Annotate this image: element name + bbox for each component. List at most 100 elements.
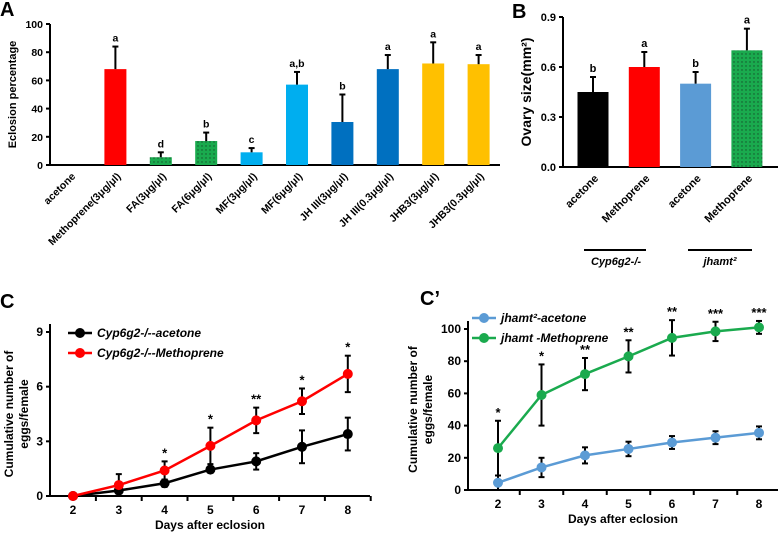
significance-letter: a,b — [289, 58, 304, 70]
data-point — [159, 478, 170, 489]
legend-label: Cyp6g2-/--acetone — [97, 326, 201, 340]
significance-stars: ** — [580, 342, 591, 357]
x-tick-label: 6 — [669, 497, 676, 511]
data-point — [159, 465, 170, 476]
significance-stars: ** — [667, 304, 678, 319]
significance-letter: b — [339, 81, 345, 93]
x-tick-label: acetone — [666, 173, 704, 211]
y-tick-label: 0.6 — [541, 62, 556, 74]
legend-marker — [75, 348, 85, 358]
legend-marker — [479, 313, 489, 323]
group-label-jhamt: jhamt² — [702, 256, 737, 268]
y-tick-label: 40 — [448, 419, 462, 433]
panel-label-b: B — [512, 1, 526, 23]
significance-letter: a — [385, 41, 391, 53]
bar-a — [240, 152, 263, 165]
y-tick-label: 0 — [454, 483, 461, 497]
data-point — [205, 464, 216, 475]
y-tick-label: 80 — [31, 47, 43, 59]
data-point — [623, 351, 634, 362]
y-tick-label: 0 — [36, 489, 43, 503]
x-tick-label: Methoprene — [702, 173, 755, 226]
data-point — [297, 441, 307, 452]
data-point — [754, 427, 764, 438]
x-tick-label: 4 — [582, 497, 589, 511]
y-tick-label: 100 — [441, 322, 461, 336]
data-point — [113, 480, 124, 491]
y-tick-label: 0.9 — [541, 12, 556, 24]
data-point — [342, 368, 353, 379]
significance-letter: c — [249, 134, 255, 146]
x-tick-label: acetone — [42, 171, 79, 208]
bar-a — [195, 141, 218, 165]
data-point — [297, 396, 307, 407]
y-axis-label: Cumulative number ofeggs/female — [2, 350, 31, 478]
x-tick-label: FA(6μg/μl) — [170, 171, 215, 216]
bar-a — [149, 157, 172, 165]
data-point — [536, 390, 547, 401]
data-point — [580, 450, 590, 461]
x-tick-label: 4 — [161, 503, 168, 517]
significance-letter: b — [692, 58, 699, 70]
data-point — [623, 443, 634, 454]
y-tick-label: 6 — [36, 380, 43, 394]
bar-b — [680, 83, 712, 167]
series-line — [497, 431, 760, 484]
x-tick-label: 7 — [299, 503, 306, 517]
significance-letter: a — [112, 33, 118, 45]
x-tick-label: acetone — [563, 173, 601, 211]
bar-a — [422, 63, 445, 166]
y-tick-label: 100 — [25, 19, 43, 31]
data-point — [710, 432, 721, 443]
legend-label: Cyp6g2-/--Methoprene — [97, 346, 224, 360]
bar-b — [731, 50, 763, 168]
x-tick-label: 7 — [712, 497, 719, 511]
significance-stars: ** — [623, 324, 634, 339]
bar-a — [286, 84, 308, 165]
data-point — [493, 443, 503, 454]
panel-label-c-prime: C’ — [420, 288, 440, 310]
data-point — [251, 456, 262, 467]
y-axis-label: Cumulative number ofeggs/female — [406, 345, 435, 473]
x-axis-label: Days after eclosion — [155, 518, 265, 532]
x-tick-label: 2 — [495, 497, 502, 511]
y-tick-label: 0.3 — [541, 112, 556, 124]
data-point — [754, 322, 764, 333]
x-tick-label: FA(3μg/μl) — [124, 171, 169, 216]
x-tick-label: 5 — [207, 503, 214, 517]
significance-letter: d — [158, 138, 164, 150]
panel-label-c: C — [0, 291, 14, 313]
x-tick-label: 2 — [70, 503, 77, 517]
data-point — [342, 429, 353, 440]
significance-letter: a — [641, 38, 648, 50]
x-tick-label: 8 — [344, 503, 351, 517]
y-axis-label-b: Ovary size(mm²) — [518, 38, 534, 147]
significance-stars: * — [345, 340, 351, 355]
significance-stars: *** — [751, 305, 767, 320]
y-tick-label: 0.0 — [541, 162, 556, 174]
x-tick-label: MF(3μg/μl) — [214, 171, 260, 217]
bar-a — [467, 64, 490, 165]
y-tick-label: 0 — [37, 160, 43, 172]
significance-stars: * — [495, 405, 501, 420]
significance-letter: a — [744, 15, 751, 27]
y-tick-label: 20 — [448, 451, 462, 465]
panel-label-a: A — [0, 0, 14, 21]
significance-stars: * — [539, 348, 545, 363]
y-axis-label-a: Eclosion percentage — [7, 41, 19, 149]
group-label-cyp6g2: Cyp6g2-/- — [591, 256, 641, 268]
x-tick-label: 3 — [115, 503, 122, 517]
significance-stars: * — [162, 445, 168, 460]
data-point — [667, 437, 677, 448]
y-tick-label: 60 — [448, 386, 462, 400]
significance-stars: * — [208, 412, 214, 427]
data-point — [205, 440, 216, 451]
significance-stars: * — [299, 372, 305, 387]
data-point — [667, 332, 677, 343]
significance-letter: b — [590, 63, 597, 75]
y-tick-label: 80 — [448, 354, 462, 368]
x-tick-label: 5 — [625, 497, 632, 511]
significance-stars: ** — [251, 392, 262, 407]
y-tick-label: 60 — [31, 75, 43, 87]
